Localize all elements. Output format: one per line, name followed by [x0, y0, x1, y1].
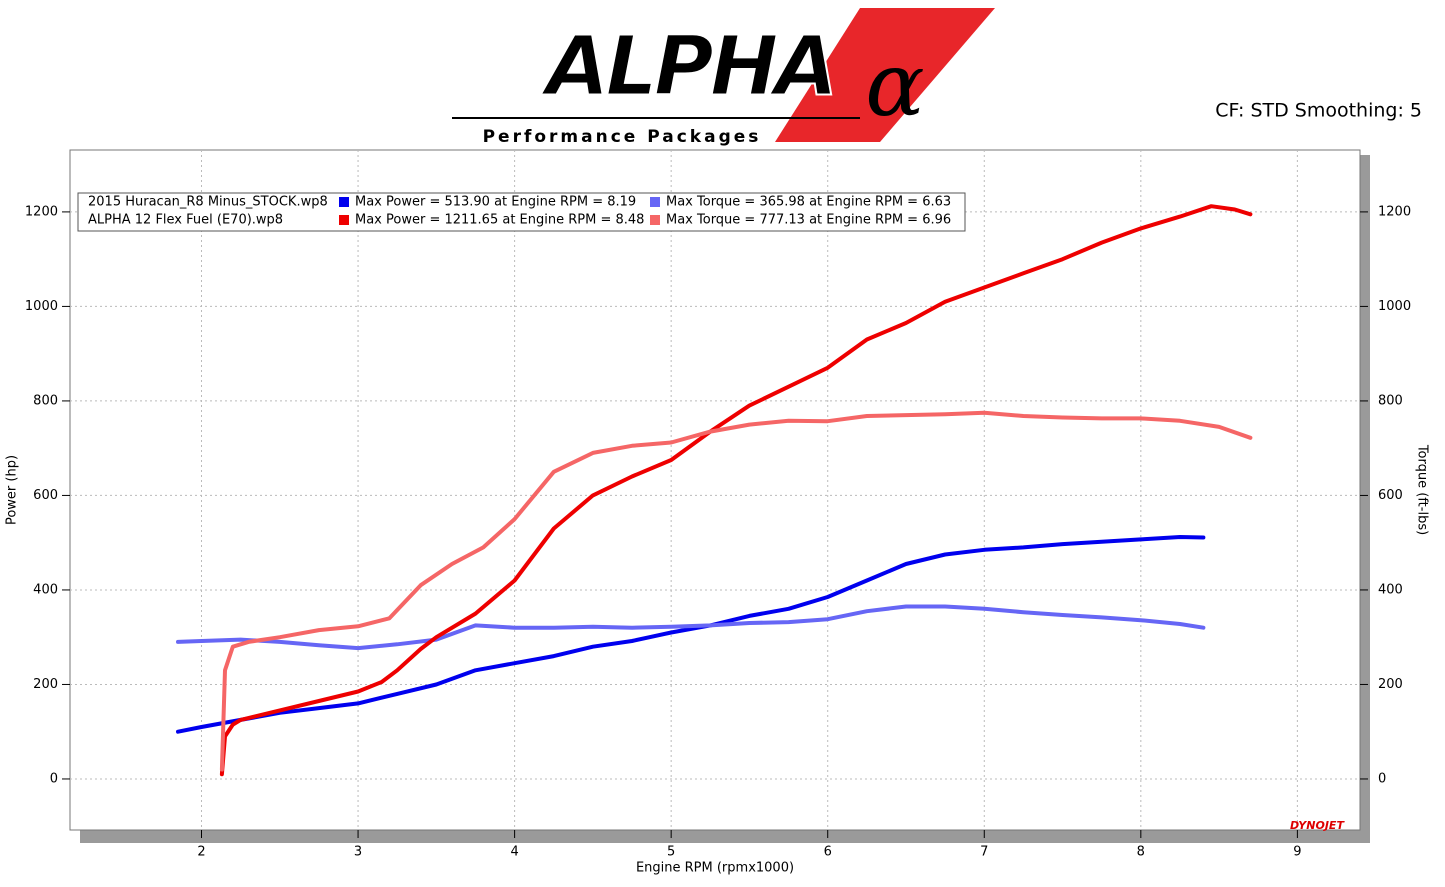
legend-run: ALPHA 12 Flex Fuel (E70).wp8 [88, 213, 283, 228]
legend-swatch [650, 215, 660, 225]
logo-symbol: α [865, 33, 924, 136]
lines [176, 204, 1253, 777]
legend-entry: Max Torque = 777.13 at Engine RPM = 6.96 [666, 213, 951, 228]
y-tick-label: 400 [33, 582, 58, 597]
plot-area [69, 149, 1361, 831]
legend-swatch [650, 197, 660, 207]
series-line [176, 604, 1206, 651]
logo: ALPHA α Performance Packages [452, 8, 995, 147]
y-tick-label: 1000 [25, 299, 58, 314]
y2-tick-label: 200 [1378, 677, 1403, 692]
x-tick-label: 4 [510, 845, 518, 860]
y2-tick-label: 400 [1378, 582, 1403, 597]
logo-tagline: Performance Packages [483, 127, 762, 147]
x-tick-label: 6 [824, 845, 832, 860]
logo-text: ALPHA [540, 19, 834, 114]
legend-entry: Max Power = 1211.65 at Engine RPM = 8.48 [355, 213, 644, 228]
x-tick-label: 9 [1293, 845, 1301, 860]
legend-swatch [339, 215, 349, 225]
series-line [219, 410, 1253, 772]
settings: CF: STD Smoothing: 5 [1215, 100, 1422, 122]
y2-tick-label: 1200 [1378, 204, 1411, 219]
y2-tick-label: 800 [1378, 393, 1403, 408]
y2-tick-label: 1000 [1378, 299, 1411, 314]
x-tick-label: 8 [1137, 845, 1145, 860]
legend: 2015 Huracan_R8 Minus_STOCK.wp8 ALPHA 12 … [77, 192, 966, 232]
y-tick-label: 1200 [25, 204, 58, 219]
legend-run: 2015 Huracan_R8 Minus_STOCK.wp8 [88, 195, 328, 210]
x-axis-label: Engine RPM (rpmx1000) [636, 861, 794, 876]
x-tick-label: 7 [980, 845, 988, 860]
legend-entry: Max Power = 513.90 at Engine RPM = 8.19 [355, 195, 636, 210]
grid: 2 3 4 5 6 7 8 9 0 200 400 600 800 1000 1200 0 200 400 600 8… [25, 150, 1411, 860]
x-tick-label: 5 [667, 845, 675, 860]
y2-axis-label: Torque (ft-lbs) [1415, 444, 1430, 535]
y2-tick-label: 0 [1378, 771, 1386, 786]
y2-tick-label: 600 [1378, 488, 1403, 503]
series-line [176, 535, 1206, 734]
watermark: DYNOJET [1290, 819, 1345, 832]
legend-entry: Max Torque = 365.98 at Engine RPM = 6.63 [666, 195, 951, 210]
x-tick-label: 2 [197, 845, 205, 860]
y-tick-label: 600 [33, 488, 58, 503]
y-tick-label: 0 [50, 771, 58, 786]
y-tick-label: 200 [33, 677, 58, 692]
legend-swatch [339, 197, 349, 207]
logo-red-block [775, 8, 995, 142]
series-line [219, 204, 1253, 777]
y-tick-label: 800 [33, 393, 58, 408]
legend-box [77, 192, 966, 232]
x-tick-label: 3 [354, 845, 362, 860]
y-axis-label: Power (hp) [5, 455, 20, 525]
